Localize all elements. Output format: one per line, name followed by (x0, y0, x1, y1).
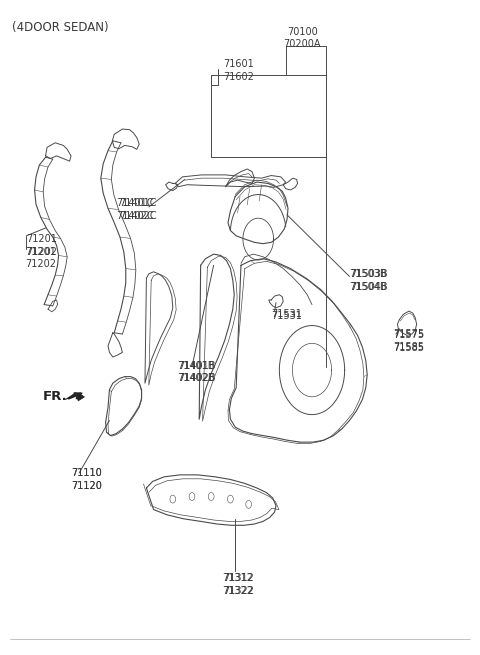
Text: 71575
71585: 71575 71585 (394, 330, 425, 352)
Text: 71401C
71402C: 71401C 71402C (116, 198, 154, 221)
Text: (4DOOR SEDAN): (4DOOR SEDAN) (12, 21, 108, 34)
Polygon shape (65, 393, 84, 401)
Text: 71401B
71402B: 71401B 71402B (179, 361, 216, 383)
Text: 71401B
71402B: 71401B 71402B (178, 361, 215, 383)
Text: 71531: 71531 (271, 310, 302, 321)
Text: 71110
71120: 71110 71120 (71, 468, 102, 491)
Text: 71312
71322: 71312 71322 (223, 573, 254, 595)
Text: 71401C
71402C: 71401C 71402C (119, 198, 156, 221)
Text: 70100
70200A: 70100 70200A (284, 27, 321, 49)
Text: 71575
71585: 71575 71585 (394, 329, 425, 352)
Text: 71503B
71504B: 71503B 71504B (350, 269, 388, 291)
Text: 71531: 71531 (271, 309, 302, 320)
Text: 71201
71202: 71201 71202 (25, 247, 56, 269)
Text: 71201
71202: 71201 71202 (26, 234, 58, 257)
Text: FR.: FR. (43, 390, 68, 403)
Text: 71110
71120: 71110 71120 (71, 468, 102, 491)
Text: 71503B
71504B: 71503B 71504B (349, 269, 387, 291)
Text: 71312
71322: 71312 71322 (222, 573, 253, 595)
Text: 71601
71602: 71601 71602 (223, 60, 254, 82)
